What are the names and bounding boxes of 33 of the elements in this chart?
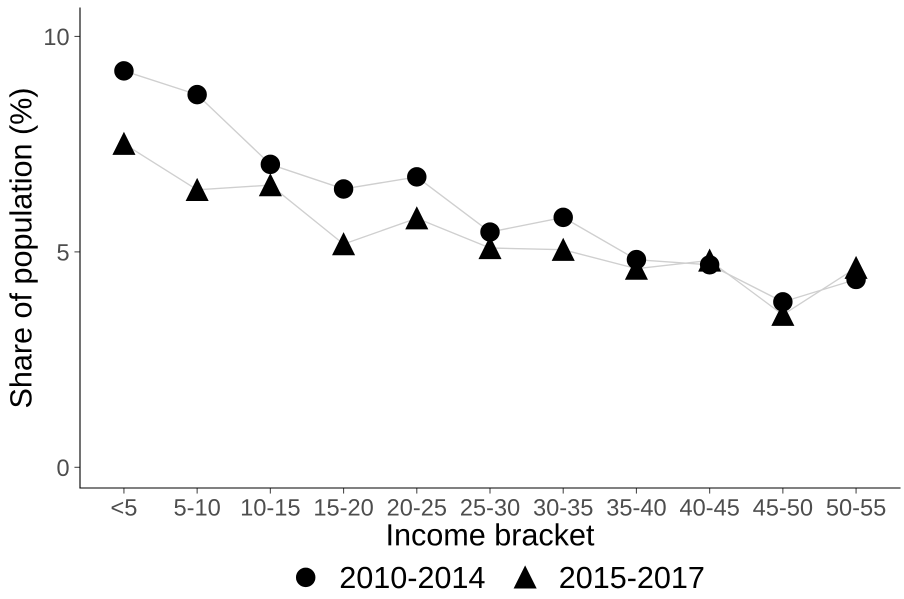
x-tick-label: 15-20 — [315, 499, 373, 516]
point — [334, 179, 354, 199]
x-tick-label: 20-25 — [388, 499, 446, 516]
x-tick-label: 45-50 — [753, 499, 812, 516]
y-tick-label: 5 — [57, 244, 69, 261]
point — [407, 167, 427, 187]
point — [406, 207, 428, 230]
point — [480, 222, 500, 242]
x-tick-label: 40-45 — [680, 499, 739, 516]
x-tick-label: 5-10 — [174, 499, 220, 516]
y-tick-label: 10 — [45, 28, 69, 46]
point — [553, 208, 573, 228]
point — [186, 178, 208, 201]
x-axis-title: Income bracket — [388, 523, 594, 546]
x-tick-label: 10-15 — [242, 499, 300, 516]
point — [112, 132, 136, 155]
legend-label: 2010-2014 — [340, 566, 485, 588]
x-tick-label: <5 — [112, 499, 136, 516]
point — [259, 174, 282, 196]
point — [332, 233, 355, 256]
point — [114, 61, 134, 81]
y-tick-label: 0 — [57, 459, 69, 476]
point — [844, 256, 868, 279]
point — [187, 84, 207, 104]
x-tick-label: 35-40 — [607, 499, 666, 516]
x-tick-label: 30-35 — [534, 499, 592, 516]
x-tick-label: 25-30 — [460, 499, 520, 516]
x-tick-label: 50-55 — [826, 499, 886, 516]
y-axis-title: Share of population (%) — [9, 89, 38, 408]
point — [698, 249, 721, 272]
point — [260, 154, 280, 174]
point — [552, 238, 574, 261]
legend-label: 2015-2017 — [560, 566, 704, 588]
